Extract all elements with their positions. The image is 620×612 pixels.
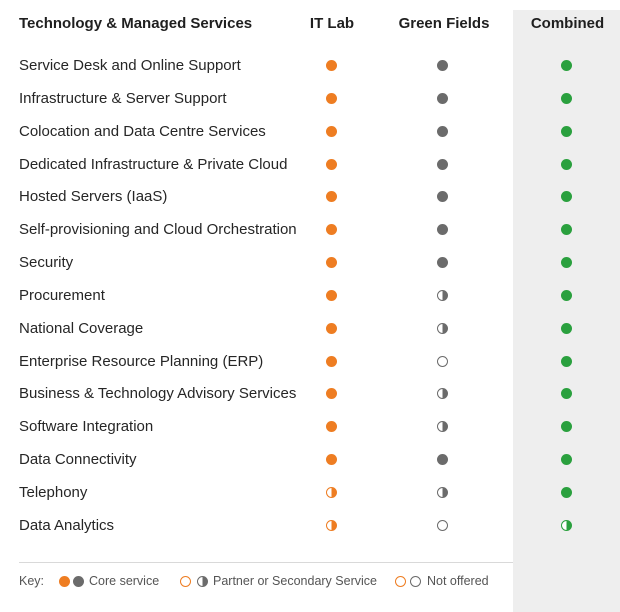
it-lab-core-status-icon <box>326 322 337 334</box>
it-lab-core-status-icon <box>326 60 337 71</box>
green-fields-core-status-icon <box>437 92 448 104</box>
table-row: Self-provisioning and Cloud Orchestratio… <box>0 213 620 246</box>
green-fields-none-status-icon <box>437 355 448 367</box>
green-fields-core-status-icon <box>437 454 448 466</box>
combined-core-status-icon <box>561 60 572 71</box>
table-row: Data Connectivity <box>0 443 620 476</box>
green-fields-core-status-icon <box>437 257 448 269</box>
combined-partner-status-icon <box>561 519 572 531</box>
green-fields-core-status-icon <box>437 125 448 137</box>
combined-core-status-icon <box>561 388 572 400</box>
key-partner-grey-half-dot-icon <box>197 576 208 587</box>
it-lab-core-status-icon <box>326 92 337 104</box>
it-lab-core-status-icon <box>326 224 337 236</box>
service-label: Software Integration <box>19 418 154 436</box>
green-fields-core-status-icon <box>437 158 448 170</box>
it-lab-core-status-icon <box>326 125 337 137</box>
it-lab-core-status-icon <box>326 257 337 269</box>
column-header-combined: Combined <box>530 15 605 32</box>
it-lab-core-status-icon <box>326 454 337 466</box>
combined-core-status-icon <box>561 125 572 137</box>
table-title: Technology & Managed Services <box>19 15 253 32</box>
combined-core-status-icon <box>561 355 572 367</box>
green-fields-partner-status-icon <box>437 486 448 498</box>
green-fields-core-status-icon <box>437 191 448 203</box>
key-partner-text: Partner or Secondary Service <box>213 574 377 588</box>
it-lab-core-status-icon <box>326 158 337 170</box>
service-label: Hosted Servers (IaaS) <box>19 188 168 206</box>
key-partner-orange-ring-icon <box>180 576 191 587</box>
key-core-orange-dot-icon <box>59 576 70 587</box>
combined-core-status-icon <box>561 92 572 104</box>
table-row: Enterprise Resource Planning (ERP) <box>0 345 620 378</box>
combined-core-status-icon <box>561 322 572 334</box>
service-label: Infrastructure & Server Support <box>19 89 227 107</box>
service-label: Colocation and Data Centre Services <box>19 122 266 140</box>
it-lab-partner-status-icon <box>326 519 337 531</box>
key-core-text: Core service <box>89 574 160 588</box>
service-label: Enterprise Resource Planning (ERP) <box>19 352 264 370</box>
column-header-it-lab: IT Lab <box>309 15 355 32</box>
service-label: Dedicated Infrastructure & Private Cloud <box>19 155 288 173</box>
table-row: Colocation and Data Centre Services <box>0 115 620 148</box>
service-label: Security <box>19 254 74 272</box>
table-row: Security <box>0 246 620 279</box>
service-label: Business & Technology Advisory Services <box>19 385 297 403</box>
table-row: Business & Technology Advisory Services <box>0 377 620 410</box>
it-lab-partner-status-icon <box>326 486 337 498</box>
service-label: Data Analytics <box>19 516 115 534</box>
table-row: Data Analytics <box>0 509 620 542</box>
key-divider <box>19 562 513 563</box>
service-label: Data Connectivity <box>19 451 137 469</box>
service-label: Service Desk and Online Support <box>19 57 241 74</box>
table-row: Dedicated Infrastructure & Private Cloud <box>0 148 620 181</box>
service-label: Procurement <box>19 286 105 304</box>
combined-column-background <box>513 10 620 612</box>
service-label: Telephony <box>19 483 88 501</box>
column-header-green-fields: Green Fields <box>398 15 490 32</box>
table-row: Service Desk and Online Support <box>0 49 620 82</box>
it-lab-core-status-icon <box>326 421 337 433</box>
key-none-orange-ring-icon <box>395 576 406 587</box>
green-fields-partner-status-icon <box>437 388 448 400</box>
service-label: Self-provisioning and Cloud Orchestratio… <box>19 221 297 239</box>
table-row: National Coverage <box>0 312 620 345</box>
services-table: Service Desk and Online Support Infrastru… <box>0 49 620 542</box>
combined-core-status-icon <box>561 486 572 498</box>
green-fields-core-status-icon <box>437 224 448 236</box>
it-lab-core-status-icon <box>326 289 337 301</box>
combined-core-status-icon <box>561 224 572 236</box>
table-row: Infrastructure & Server Support <box>0 82 620 115</box>
green-fields-partner-status-icon <box>437 322 448 334</box>
it-lab-core-status-icon <box>326 388 337 400</box>
combined-core-status-icon <box>561 421 572 433</box>
table-row: Hosted Servers (IaaS) <box>0 180 620 213</box>
table-row: Procurement <box>0 279 620 312</box>
it-lab-core-status-icon <box>326 191 337 203</box>
key-none-grey-ring-icon <box>410 576 421 587</box>
green-fields-partner-status-icon <box>437 421 448 433</box>
green-fields-none-status-icon <box>437 519 448 531</box>
combined-core-status-icon <box>561 191 572 203</box>
combined-core-status-icon <box>561 289 572 301</box>
key-core-grey-dot-icon <box>73 576 84 587</box>
green-fields-core-status-icon <box>437 60 448 71</box>
combined-core-status-icon <box>561 158 572 170</box>
combined-core-status-icon <box>561 257 572 269</box>
service-label: National Coverage <box>19 319 144 337</box>
table-row: Software Integration <box>0 410 620 443</box>
combined-core-status-icon <box>561 454 572 466</box>
key-label: Key: <box>19 574 45 588</box>
key-none-text: Not offered <box>427 574 489 588</box>
it-lab-core-status-icon <box>326 355 337 367</box>
green-fields-partner-status-icon <box>437 289 448 301</box>
table-row: Telephony <box>0 476 620 509</box>
